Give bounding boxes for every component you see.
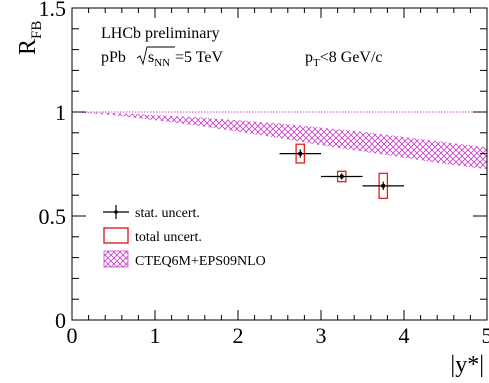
theory-band — [72, 112, 487, 170]
pt-cut-label: pT<8 GeV/c — [305, 49, 383, 69]
y-axis-label-sub: FB — [29, 21, 45, 39]
x-tick-label: 2 — [233, 323, 244, 348]
plot-frame — [71, 7, 488, 321]
legend-item-band: CTEQ6M+EPS09NLO — [103, 250, 266, 269]
y-axis-label: RFB — [15, 21, 45, 55]
y-tick-label: 0 — [55, 308, 66, 333]
system-prefix: pPb — [101, 49, 126, 66]
y-tick-label: 1.5 — [39, 0, 67, 21]
y-tick-label: 0.5 — [39, 204, 67, 229]
legend-label-stat: stat. uncert. — [135, 206, 200, 221]
legend-item-total: total uncert. — [103, 227, 202, 245]
x-tick-label: 5 — [482, 323, 489, 348]
x-tick-label: 3 — [316, 323, 327, 348]
energy-label: =5 TeV — [175, 49, 223, 66]
data-points-layer — [279, 143, 404, 199]
data-point — [339, 174, 344, 179]
x-tick-label: 4 — [399, 323, 410, 348]
pt-cut-sub: T — [313, 57, 320, 69]
legend-item-stat: stat. uncert. — [103, 205, 200, 221]
legend: stat. uncert. total uncert. CTEQ6M+EPS09… — [103, 205, 266, 269]
experiment-label: LHCb preliminary — [101, 25, 220, 42]
y-tick-label: 1 — [55, 100, 66, 125]
pt-cut-main: p — [305, 49, 313, 66]
sqrt-sign-icon — [136, 46, 175, 66]
data-point — [298, 151, 303, 156]
theory-band-layer — [72, 112, 487, 170]
collision-system-label: pPb — [101, 49, 126, 66]
y-axis-label-main: R — [15, 39, 41, 55]
legend-label-band: CTEQ6M+EPS09NLO — [135, 254, 266, 269]
axis-ticks: 0 1 2 3 4 5 0 0.5 1 1.5 — [39, 0, 489, 348]
pt-cut-suffix: <8 GeV/c — [320, 49, 383, 66]
x-tick-label: 1 — [150, 323, 161, 348]
x-tick-label: 0 — [67, 323, 78, 348]
data-point — [381, 184, 386, 188]
legend-label-total: total uncert. — [135, 230, 202, 245]
sqrt-subscript: NN — [154, 57, 170, 69]
sqrt-argument: sNN — [148, 49, 170, 69]
x-axis-label: |y*| — [450, 352, 484, 378]
